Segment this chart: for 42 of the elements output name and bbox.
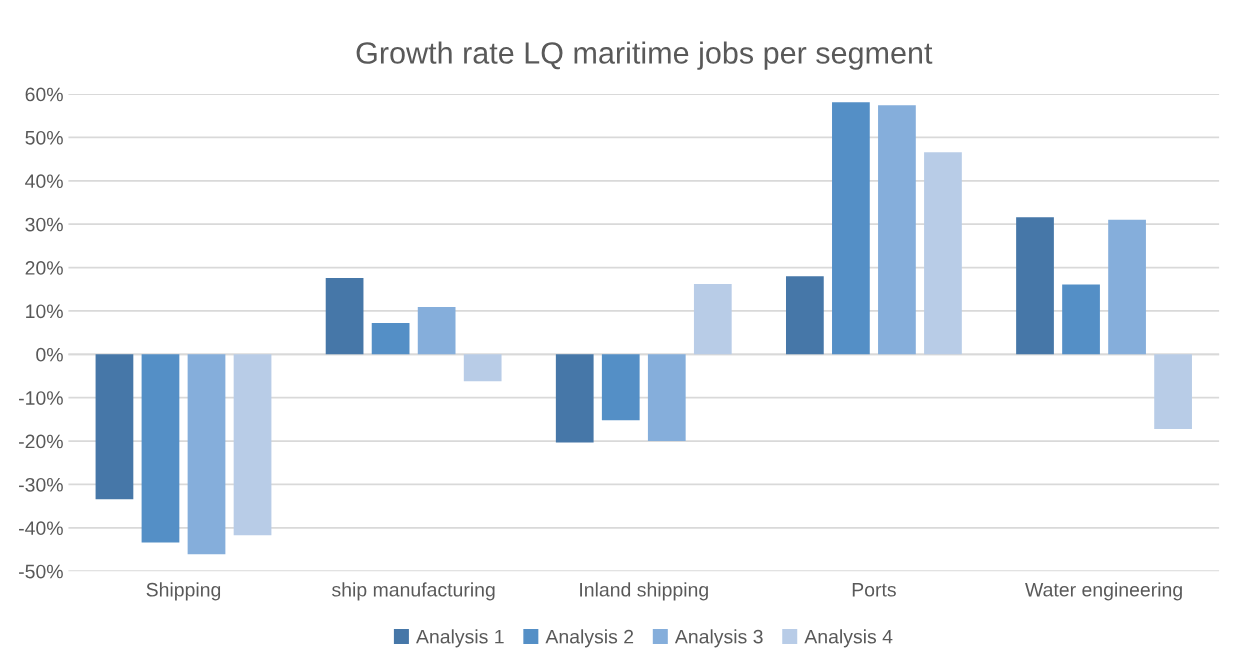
bar <box>1062 284 1100 355</box>
bar <box>1108 219 1146 355</box>
y-tick-label: -30% <box>19 477 63 492</box>
bar <box>786 276 824 355</box>
bar <box>878 105 916 355</box>
x-tick-label: Ports <box>852 583 896 597</box>
y-tick-label: 30% <box>25 217 63 232</box>
y-tick-label: 10% <box>26 304 63 319</box>
bar <box>832 102 870 355</box>
bar <box>187 354 226 555</box>
bar <box>325 277 364 355</box>
y-tick-label: 20% <box>25 261 63 275</box>
x-tick-label: Inland shipping <box>580 582 708 601</box>
bar <box>601 354 640 421</box>
bar <box>647 354 686 442</box>
x-tick-label: ship manufacturing <box>332 582 495 601</box>
y-tick-label: 60% <box>25 87 63 102</box>
legend-label: Analysis 2 <box>545 629 634 648</box>
bar <box>371 323 410 355</box>
bar <box>555 354 594 443</box>
y-tick-label: 0% <box>36 347 63 362</box>
bar <box>95 354 134 500</box>
bar <box>924 152 962 355</box>
y-tick-label: -10% <box>19 391 63 405</box>
x-tick-label: Shipping <box>146 582 221 601</box>
bar <box>1016 217 1054 355</box>
legend-label: Analysis 4 <box>804 629 893 648</box>
y-tick-label: -20% <box>19 434 63 449</box>
chart-title: Growth rate LQ maritime jobs per segment <box>356 41 933 70</box>
y-tick-label: 50% <box>25 130 63 145</box>
bar <box>463 354 502 382</box>
y-tick-label: 40% <box>25 174 63 189</box>
legend-label: Analysis 3 <box>674 629 763 648</box>
y-tick-label: -50% <box>19 564 63 579</box>
bar <box>1154 354 1192 429</box>
bar <box>233 354 272 536</box>
bar <box>693 284 732 355</box>
bar <box>141 354 180 543</box>
legend-label: Analysis 1 <box>416 629 504 648</box>
bar <box>417 307 456 355</box>
y-tick-label: -40% <box>19 521 63 536</box>
x-tick-label: Water engineering <box>1025 582 1182 601</box>
